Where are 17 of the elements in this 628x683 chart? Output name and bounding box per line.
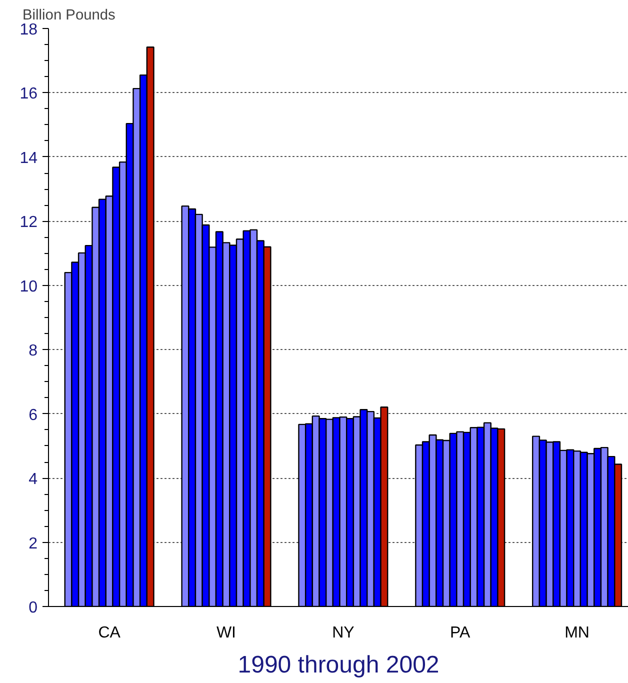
- y-tick-label: 16: [20, 86, 38, 103]
- x-tick-label: PA: [450, 624, 471, 642]
- y-axis-title: Billion Pounds: [22, 8, 116, 24]
- x-tick-label: NY: [332, 624, 355, 642]
- y-tick-label: 0: [28, 600, 38, 616]
- y-tick-label: 6: [28, 406, 38, 424]
- y-tick-label: 8: [28, 342, 38, 360]
- x-tick-label: CA: [98, 624, 121, 642]
- text: 1990 through 2002: [238, 652, 440, 678]
- x-tick-label: MN: [564, 624, 590, 642]
- y-tick-label: 12: [20, 214, 38, 232]
- y-tick-label: 14: [20, 150, 38, 167]
- y-tick-label: 2: [28, 535, 38, 552]
- x-tick-label: WI: [216, 624, 236, 642]
- y-tick-label: 18: [20, 22, 38, 38]
- y-tick-label: 10: [20, 278, 38, 296]
- y-tick-label: 4: [28, 471, 38, 488]
